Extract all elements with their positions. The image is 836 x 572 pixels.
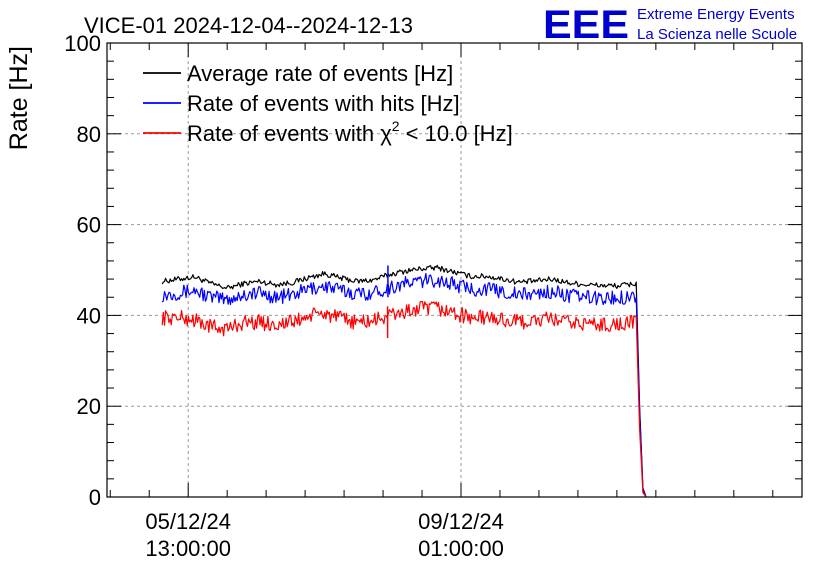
- x-tick-time: 13:00:00: [145, 536, 231, 561]
- plot-frame: [106, 42, 803, 498]
- eee-logo: EEE Extreme Energy Events La Scienza nel…: [543, 3, 797, 47]
- y-tick-label: 80: [77, 122, 101, 147]
- legend-label: Rate of events with χ2 < 10.0 [Hz]: [187, 118, 513, 146]
- series-line-1: [161, 264, 647, 498]
- series-line-2: [161, 272, 647, 498]
- eee-logo-line1: Extreme Energy Events: [637, 6, 795, 23]
- legend-label: Average rate of events [Hz]: [187, 61, 453, 86]
- x-tick-time: 01:00:00: [418, 536, 504, 561]
- y-tick-label: 40: [77, 303, 101, 328]
- y-tick-label: 100: [64, 31, 101, 56]
- series-group: [161, 264, 647, 498]
- x-tick-date: 05/12/24: [145, 509, 231, 534]
- x-tick-date: 09/12/24: [418, 509, 504, 534]
- y-tick-label: 20: [77, 394, 101, 419]
- series-line-3: [161, 301, 647, 498]
- y-tick-label: 60: [77, 213, 101, 238]
- eee-logo-mark: EEE: [543, 3, 629, 47]
- y-axis-label: Rate [Hz]: [5, 46, 33, 150]
- chart-title: VICE-01 2024-12-04--2024-12-13: [84, 13, 413, 38]
- legend-label-suffix: < 10.0 [Hz]: [400, 121, 513, 146]
- eee-logo-line2: La Scienza nelle Scuole: [637, 26, 797, 43]
- legend-label: Rate of events with hits [Hz]: [187, 91, 460, 116]
- grid: [107, 43, 802, 497]
- legend: Average rate of events [Hz] Rate of event…: [143, 61, 513, 146]
- y-tick-label: 0: [89, 485, 101, 510]
- legend-superscript: 2: [392, 118, 400, 134]
